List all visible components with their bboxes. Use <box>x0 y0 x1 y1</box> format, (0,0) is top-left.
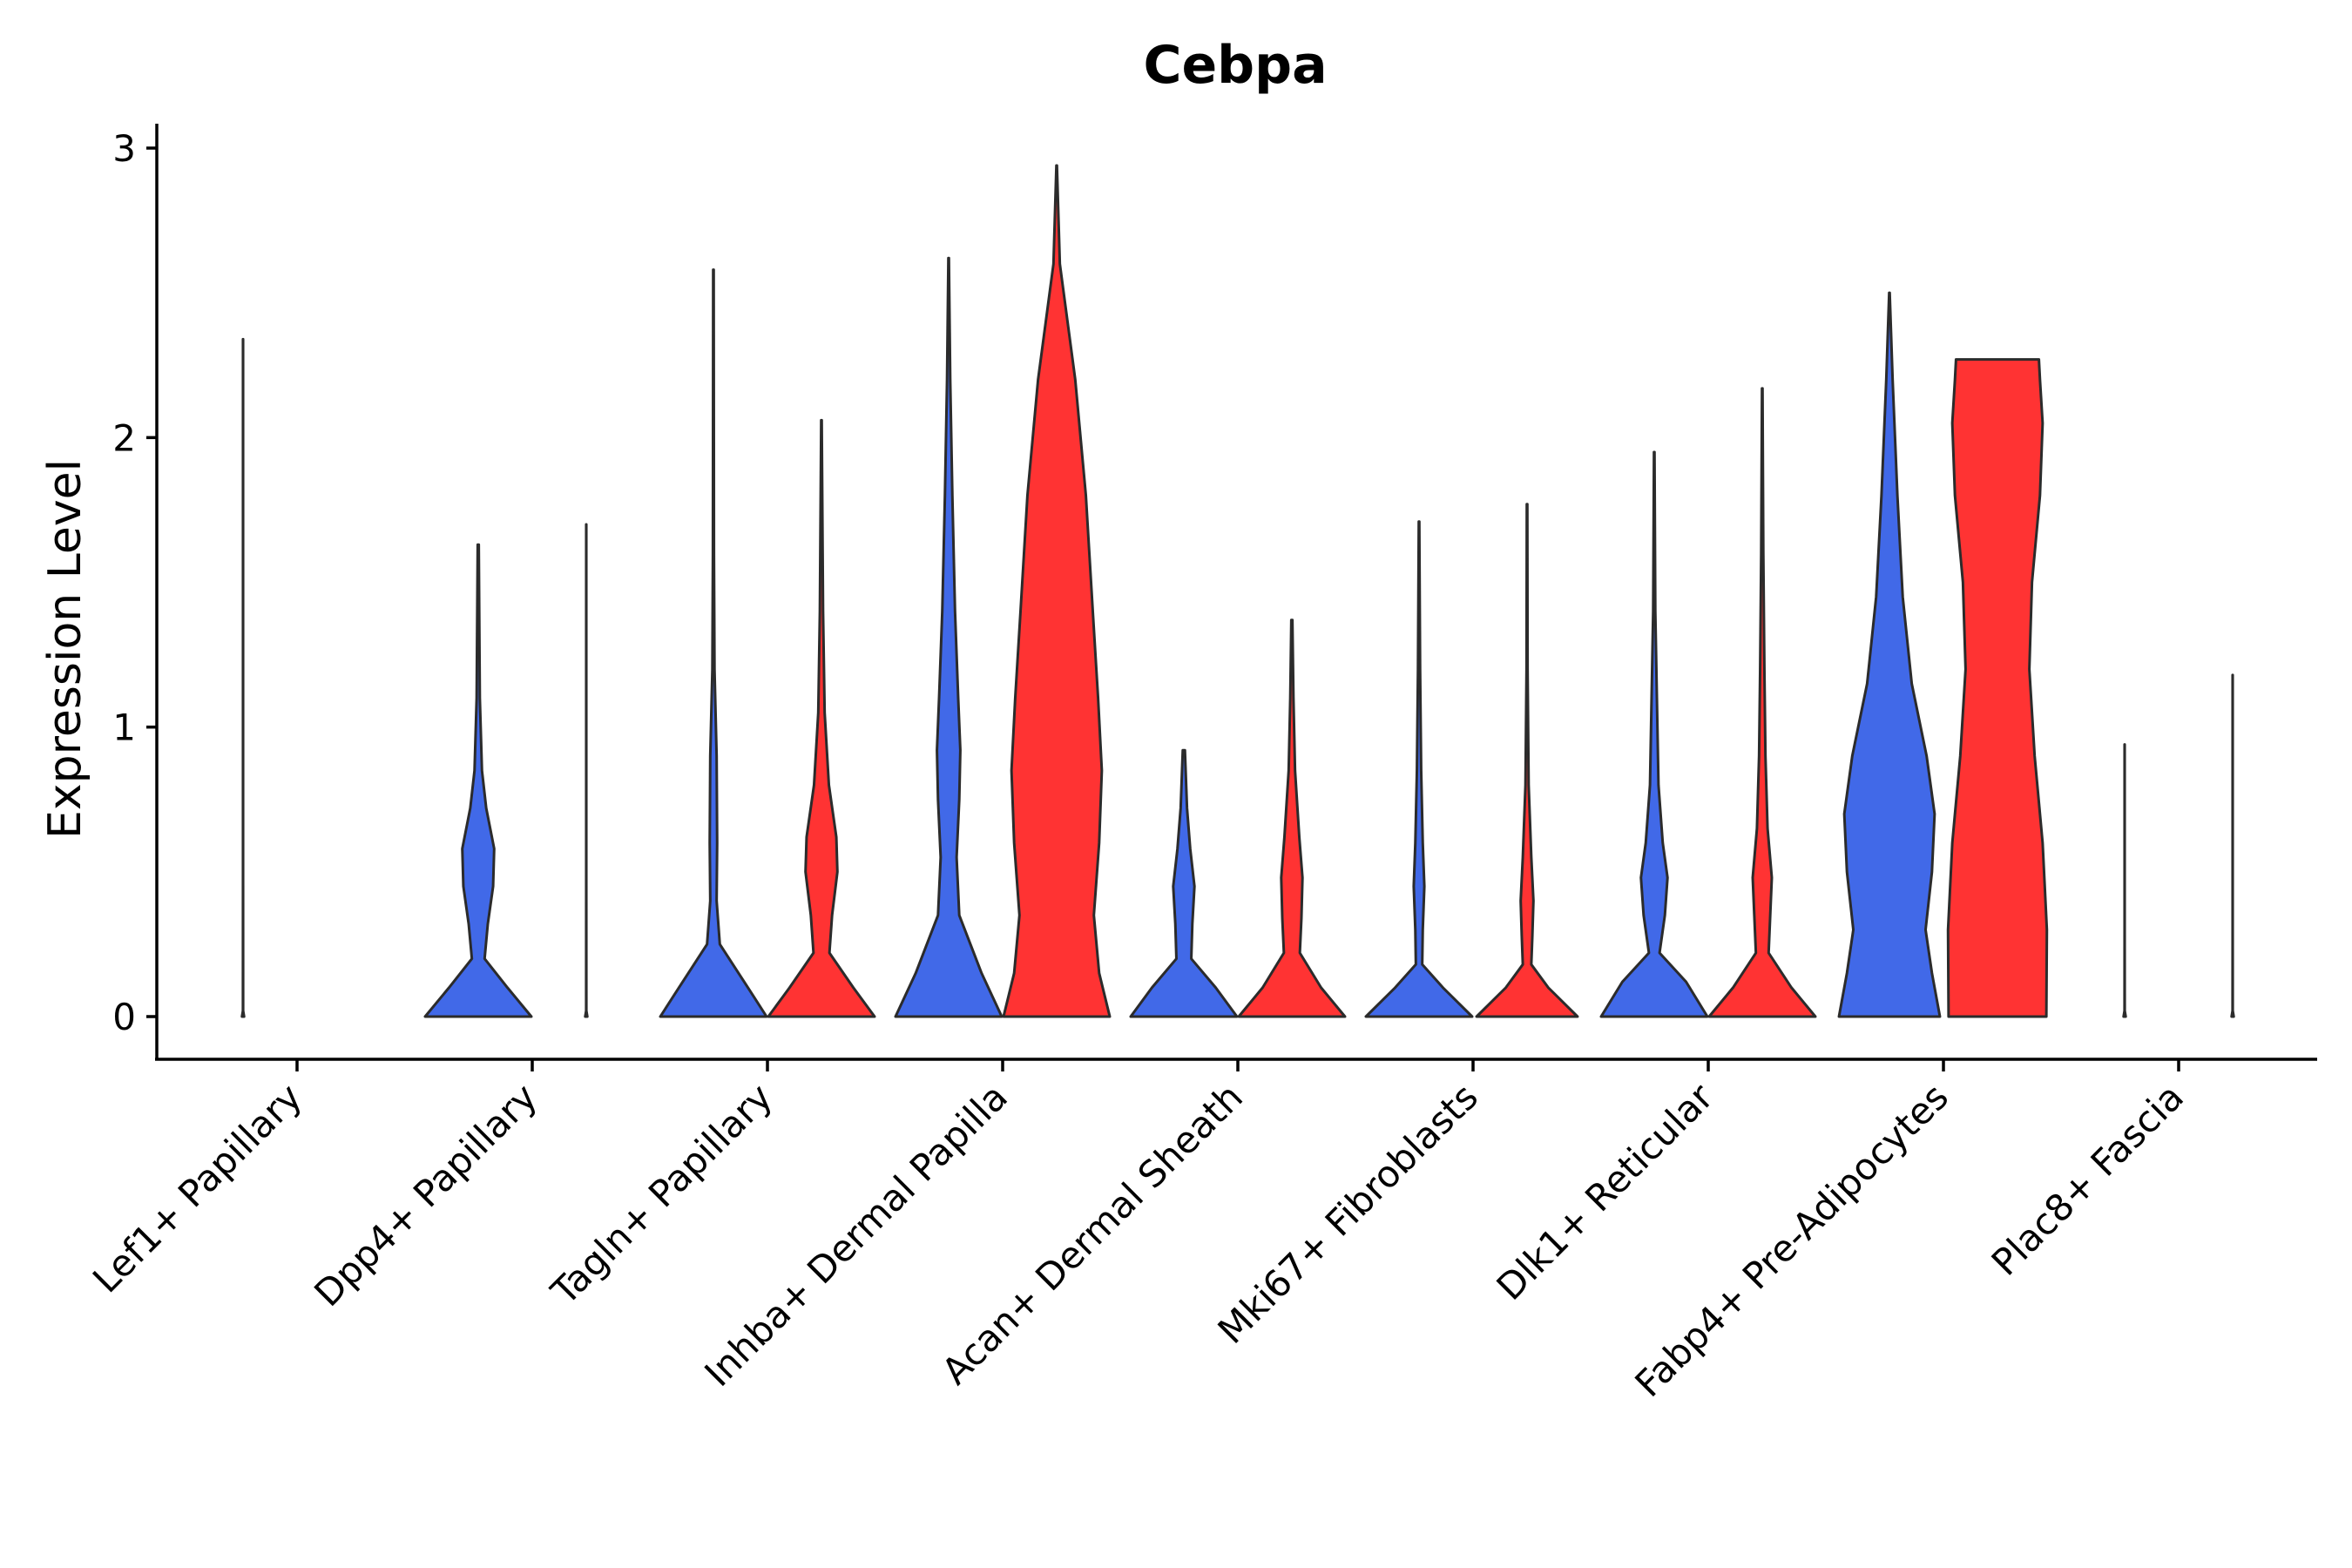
violin-blue-6 <box>1364 520 1474 1018</box>
x-tick-label: Plac8+ Fascia <box>1984 1075 2192 1283</box>
violin-red-9 <box>2230 673 2235 1018</box>
violin-blue-7 <box>1599 450 1709 1018</box>
violin-blue-8 <box>1837 291 1942 1018</box>
x-tick-label: Dpp4+ Papillary <box>306 1075 545 1315</box>
y-tick-label: 1 <box>112 706 136 749</box>
y-tick-label: 2 <box>112 416 136 459</box>
violin-red-8 <box>1946 358 2049 1018</box>
violin-blue-3 <box>659 268 768 1018</box>
violin-red-3 <box>767 418 876 1018</box>
y-axis-label: Expression Level <box>39 459 91 839</box>
violin-red-5 <box>1237 618 1347 1018</box>
y-ticks: 0 1 2 3 <box>112 127 157 1038</box>
violin-red-7 <box>1707 387 1817 1018</box>
violin-blue-9 <box>2122 743 2127 1018</box>
violin-red-6 <box>1475 503 1579 1018</box>
x-tick-label: Mki67+ Fibroblasts <box>1210 1075 1486 1351</box>
x-tick-label: Lef1+ Papillary <box>84 1075 310 1301</box>
violin-blue-1 <box>240 337 246 1018</box>
violins-layer <box>240 164 2235 1018</box>
y-tick-label: 0 <box>112 996 136 1038</box>
y-tick-label: 3 <box>112 127 136 170</box>
x-tick-label: Dlk1+ Reticular <box>1489 1075 1722 1308</box>
violin-blue-2 <box>423 543 533 1018</box>
violin-red-4 <box>1002 164 1112 1018</box>
violin-blue-5 <box>1129 748 1239 1018</box>
chart-title: Cebpa <box>1143 35 1327 96</box>
violin-red-2 <box>584 523 589 1018</box>
violin-blue-4 <box>894 256 1004 1018</box>
x-tick-label: Tagln+ Papillary <box>543 1075 781 1313</box>
